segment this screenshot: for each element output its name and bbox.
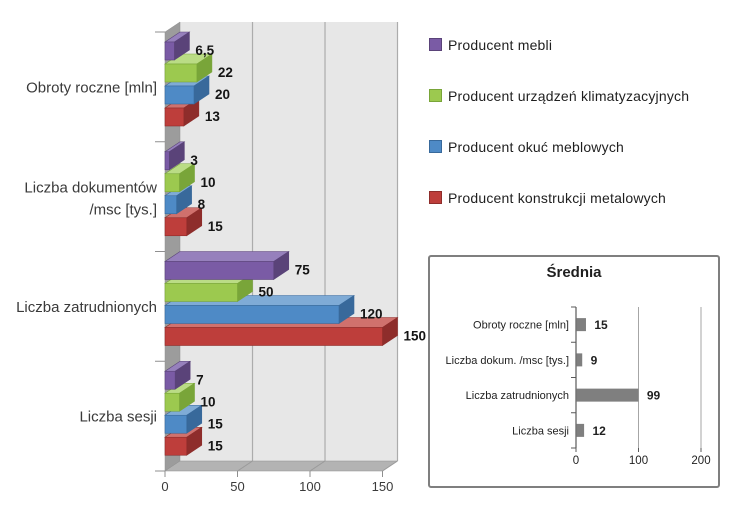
bar xyxy=(576,318,586,332)
bar-value-label: 20 xyxy=(215,87,230,102)
bar-value-label: 15 xyxy=(208,438,224,453)
x-axis-tick-label: 100 xyxy=(629,455,648,467)
x-axis-tick-label: 150 xyxy=(372,479,394,494)
bar-value-label: 99 xyxy=(647,389,661,403)
bar-front-face xyxy=(164,151,170,171)
bar-front-face xyxy=(164,305,340,324)
bar-value-label: 50 xyxy=(259,285,274,300)
bar-front-face xyxy=(164,327,383,346)
bar-3d xyxy=(164,250,290,281)
inset-chart-title: Średnia xyxy=(546,264,602,281)
plot-back-wall xyxy=(180,22,398,461)
floor-gridline xyxy=(237,460,253,472)
legend-swatch-blue-icon xyxy=(429,140,442,153)
bar-value-label: 15 xyxy=(208,416,224,431)
bar-3d xyxy=(164,360,192,390)
category-label: Liczba dokum. /msc [tys.] xyxy=(446,355,569,367)
bar-value-label: 10 xyxy=(201,394,216,409)
bar-3d xyxy=(164,207,203,237)
legend-label: Producent konstrukcji metalowych xyxy=(448,189,667,206)
bar-value-label: 10 xyxy=(201,175,216,190)
legend: Producent mebli Producent urządzeń klima… xyxy=(429,36,729,240)
svg-text:Obroty roczne [mln]: Obroty roczne [mln] xyxy=(26,79,157,96)
category-label: Liczba zatrudnionych xyxy=(466,390,569,402)
bar-front-face xyxy=(164,261,275,280)
bar-3d xyxy=(164,53,213,83)
bar-value-label: 150 xyxy=(404,329,427,344)
bar-3d xyxy=(164,163,196,193)
floor-gridline xyxy=(309,460,326,472)
bar-3d xyxy=(164,31,191,61)
x-axis-tick-label: 0 xyxy=(573,455,579,467)
bar-3d xyxy=(164,141,186,171)
svg-text:Liczba sesji: Liczba sesji xyxy=(79,409,157,426)
x-axis-tick-label: 50 xyxy=(230,479,244,494)
category-label: Obroty roczne [mln] xyxy=(26,79,157,96)
bar-front-face xyxy=(164,370,176,390)
bar-value-label: 8 xyxy=(198,197,206,212)
bar xyxy=(576,423,585,437)
bar-front-face xyxy=(164,414,188,434)
bar-value-label: 15 xyxy=(594,318,608,332)
legend-item-producent-urzadzen-klimatyzacyjnych: Producent urządzeń klimatyzacyjnych xyxy=(429,87,729,104)
floor-gridline xyxy=(382,460,398,472)
category-label: Obroty roczne [mln] xyxy=(473,320,569,332)
bar-value-label: 120 xyxy=(360,307,383,322)
legend-swatch-purple-icon xyxy=(429,38,442,51)
legend-item-producent-okuc-meblowych: Producent okuć meblowych xyxy=(429,138,729,155)
x-axis-tick-label: 200 xyxy=(691,455,710,467)
bar-value-label: 3 xyxy=(190,153,198,168)
bar-value-label: 13 xyxy=(205,109,221,124)
bar-value-label: 75 xyxy=(295,263,311,278)
floor xyxy=(164,460,399,472)
bar-front-face xyxy=(164,63,198,83)
svg-text:Liczba zatrudnionych: Liczba zatrudnionych xyxy=(16,299,157,316)
x-axis-tick-label: 100 xyxy=(299,479,321,494)
bar-front-face xyxy=(164,41,175,61)
legend-label: Producent mebli xyxy=(448,36,553,53)
category-label: Liczba sesji xyxy=(512,425,569,437)
legend-label: Producent okuć meblowych xyxy=(448,138,624,155)
bar-front-face xyxy=(164,173,180,193)
bar-3d xyxy=(164,404,203,434)
bar-3d xyxy=(164,294,355,325)
svg-text:/msc [tys.]: /msc [tys.] xyxy=(90,202,158,219)
bar-value-label: 9 xyxy=(591,353,598,367)
average-chart-plot: 15 Obroty roczne [mln] 9 Liczba dokum. /msc… xyxy=(446,306,711,467)
bar-top-face xyxy=(164,251,290,262)
bar-value-label: 7 xyxy=(196,372,204,387)
bar-front-face xyxy=(164,195,177,215)
bar-front-face xyxy=(164,392,180,412)
bar-3d xyxy=(164,382,196,412)
legend-item-producent-mebli: Producent mebli xyxy=(429,36,729,53)
legend-item-producent-konstrukcji-metalowych: Producent konstrukcji metalowych xyxy=(429,189,729,206)
legend-swatch-red-icon xyxy=(429,191,442,204)
svg-text:Liczba dokumentów: Liczba dokumentów xyxy=(24,180,157,197)
main-bar-chart: 0 50 100 150 Obroty roczne [mln] Liczba dokum… xyxy=(16,21,427,494)
bar xyxy=(576,353,583,367)
x-axis-tick-label: 0 xyxy=(161,479,168,494)
bar-value-label: 12 xyxy=(593,424,607,438)
legend-label: Producent urządzeń klimatyzacyjnych xyxy=(448,87,690,104)
bar-value-label: 15 xyxy=(208,219,224,234)
average-inset-chart: Średnia 15 Obroty roczne [mln] 9 Liczba dok… xyxy=(428,255,720,488)
category-label: Liczba dokumentów/msc [tys.] xyxy=(24,180,157,219)
bar-value-label: 6,5 xyxy=(195,43,214,58)
bar-front-face xyxy=(164,107,185,127)
bar-value-label: 22 xyxy=(218,65,233,80)
legend-swatch-green-icon xyxy=(429,89,442,102)
category-label: Liczba zatrudnionych xyxy=(16,299,157,316)
bar xyxy=(576,388,639,402)
bar-front-face xyxy=(164,283,238,302)
category-label: Liczba sesji xyxy=(79,409,157,426)
bar-front-face xyxy=(164,436,188,456)
bar-front-face xyxy=(164,85,195,105)
bar-front-face xyxy=(164,217,188,237)
